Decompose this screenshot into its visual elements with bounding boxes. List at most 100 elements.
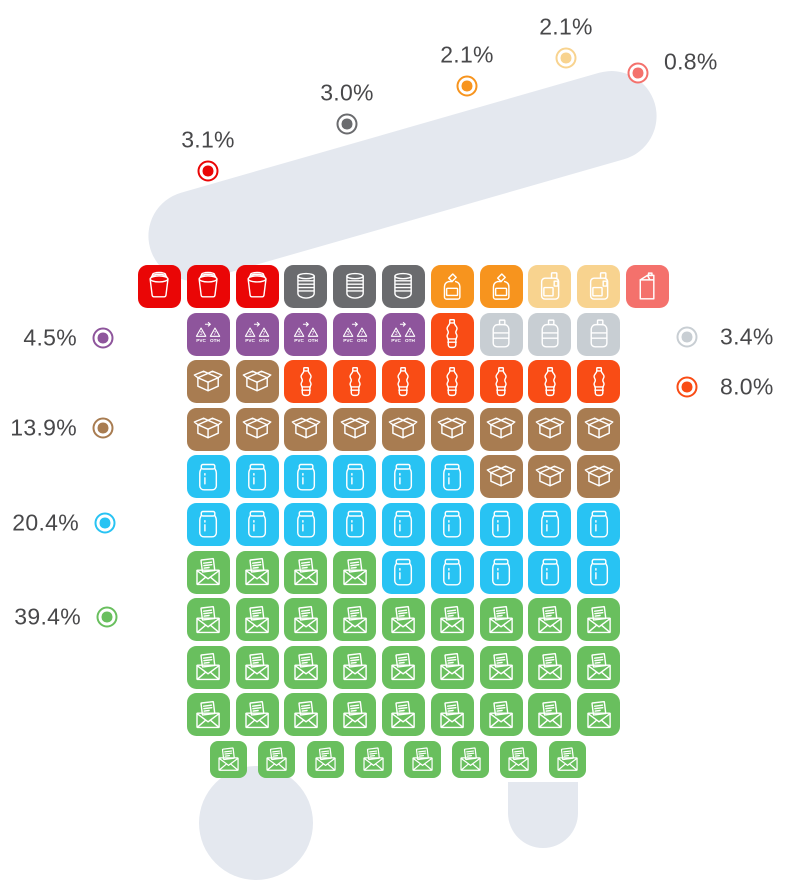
tile-pvc_other_plastic — [382, 312, 425, 356]
tile-pet_bottle — [333, 360, 377, 404]
percent-label-metal_can: 3.0% — [320, 79, 374, 106]
percent-label-paper_mail: 39.4% — [14, 603, 81, 630]
tile-glass_jar — [577, 503, 621, 546]
tile-glass_jar — [430, 550, 474, 594]
tile-glass_jar — [186, 455, 230, 499]
tile-paper_mail — [500, 741, 538, 778]
tile-cardboard_box — [577, 407, 621, 451]
tile-metal_can — [284, 265, 328, 308]
tile-gray_bottle — [528, 312, 572, 356]
tile-paper_mail — [235, 550, 279, 594]
tile-pvc_other_plastic — [235, 312, 279, 356]
tile-glass_jar — [235, 455, 279, 499]
tile-glass_jar — [479, 503, 523, 546]
tile-glass_jar — [186, 503, 230, 546]
tile-paper_mail — [403, 741, 441, 778]
tile-paint_bucket — [186, 265, 230, 308]
tile-cardboard_box — [528, 455, 572, 499]
tile-paper_mail — [284, 645, 328, 689]
tile-detergent_bottle — [479, 265, 523, 308]
tile-cardboard_box — [430, 407, 474, 451]
tile-pvc_other_plastic — [284, 312, 328, 356]
tile-pvc_other_plastic — [186, 312, 230, 356]
tile-glass_jar — [577, 550, 621, 594]
tile-pet_bottle — [479, 360, 523, 404]
percent-label-pet_bottle: 8.0% — [720, 373, 774, 400]
tile-paper_mail — [186, 598, 230, 642]
cart-wheel-right — [508, 782, 578, 848]
tile-paper_mail — [284, 550, 328, 594]
tile-paper_mail — [333, 598, 377, 642]
tile-pet_bottle — [577, 360, 621, 404]
tile-paper_mail — [333, 693, 377, 737]
tile-glass_jar — [284, 455, 328, 499]
legend-dot-pvc_other_plastic — [92, 327, 114, 349]
percent-label-carton: 0.8% — [664, 48, 718, 75]
tile-paper_mail — [430, 598, 474, 642]
tile-paper_mail — [528, 598, 572, 642]
tile-paper_mail — [430, 693, 474, 737]
cart-wheel-left — [199, 766, 313, 880]
tile-paper_mail — [577, 693, 621, 737]
tile-paper_mail — [333, 550, 377, 594]
legend-dot-paper_mail — [96, 606, 118, 628]
tile-paper_mail — [186, 693, 230, 737]
percent-label-jug: 2.1% — [539, 13, 593, 40]
tile-paper_mail — [479, 693, 523, 737]
tile-cardboard_box — [577, 455, 621, 499]
tile-cardboard_box — [186, 407, 230, 451]
tile-paper_mail — [382, 645, 425, 689]
tile-paper_mail — [382, 693, 425, 737]
tile-glass_jar — [382, 455, 425, 499]
tile-glass_jar — [333, 503, 377, 546]
legend-dot-detergent_bottle — [456, 75, 478, 97]
tile-pet_bottle — [284, 360, 328, 404]
tile-paper_mail — [548, 741, 586, 778]
legend-dot-metal_can — [336, 113, 358, 135]
tile-cardboard_box — [382, 407, 425, 451]
tile-paper_mail — [430, 645, 474, 689]
legend-dot-pet_bottle — [676, 376, 698, 398]
tile-paper_mail — [577, 598, 621, 642]
tile-paper_mail — [528, 645, 572, 689]
tile-glass_jar — [430, 503, 474, 546]
tile-paper_mail — [258, 741, 296, 778]
tile-pet_bottle — [430, 312, 474, 356]
tile-pet_bottle — [528, 360, 572, 404]
tile-cardboard_box — [479, 407, 523, 451]
tile-paper_mail — [479, 598, 523, 642]
tile-cardboard_box — [235, 360, 279, 404]
tile-paper_mail — [235, 693, 279, 737]
legend-dot-carton — [627, 62, 649, 84]
tile-glass_jar — [430, 455, 474, 499]
tile-gray_bottle — [577, 312, 621, 356]
legend-dot-cardboard_box — [92, 417, 114, 439]
percent-label-glass_jar: 20.4% — [12, 509, 79, 536]
tile-paper_mail — [306, 741, 344, 778]
tile-jug — [528, 265, 572, 308]
tile-paper_mail — [284, 693, 328, 737]
legend-dot-glass_jar — [94, 512, 116, 534]
tile-jug — [577, 265, 621, 308]
tile-cardboard_box — [528, 407, 572, 451]
percent-label-pvc_other_plastic: 4.5% — [23, 324, 77, 351]
tile-paper_mail — [333, 645, 377, 689]
tile-paper_mail — [382, 598, 425, 642]
tile-paper_mail — [186, 645, 230, 689]
tile-glass_jar — [235, 503, 279, 546]
tile-paper_mail — [577, 645, 621, 689]
tile-glass_jar — [333, 455, 377, 499]
percent-label-paint_bucket: 3.1% — [181, 126, 235, 153]
tile-paper_mail — [528, 693, 572, 737]
tile-glass_jar — [479, 550, 523, 594]
tile-glass_jar — [382, 503, 425, 546]
tile-paint_bucket — [138, 265, 181, 308]
tile-cardboard_box — [186, 360, 230, 404]
tile-glass_jar — [382, 550, 425, 594]
tile-detergent_bottle — [430, 265, 474, 308]
tile-metal_can — [382, 265, 425, 308]
tile-pet_bottle — [430, 360, 474, 404]
tile-glass_jar — [528, 503, 572, 546]
